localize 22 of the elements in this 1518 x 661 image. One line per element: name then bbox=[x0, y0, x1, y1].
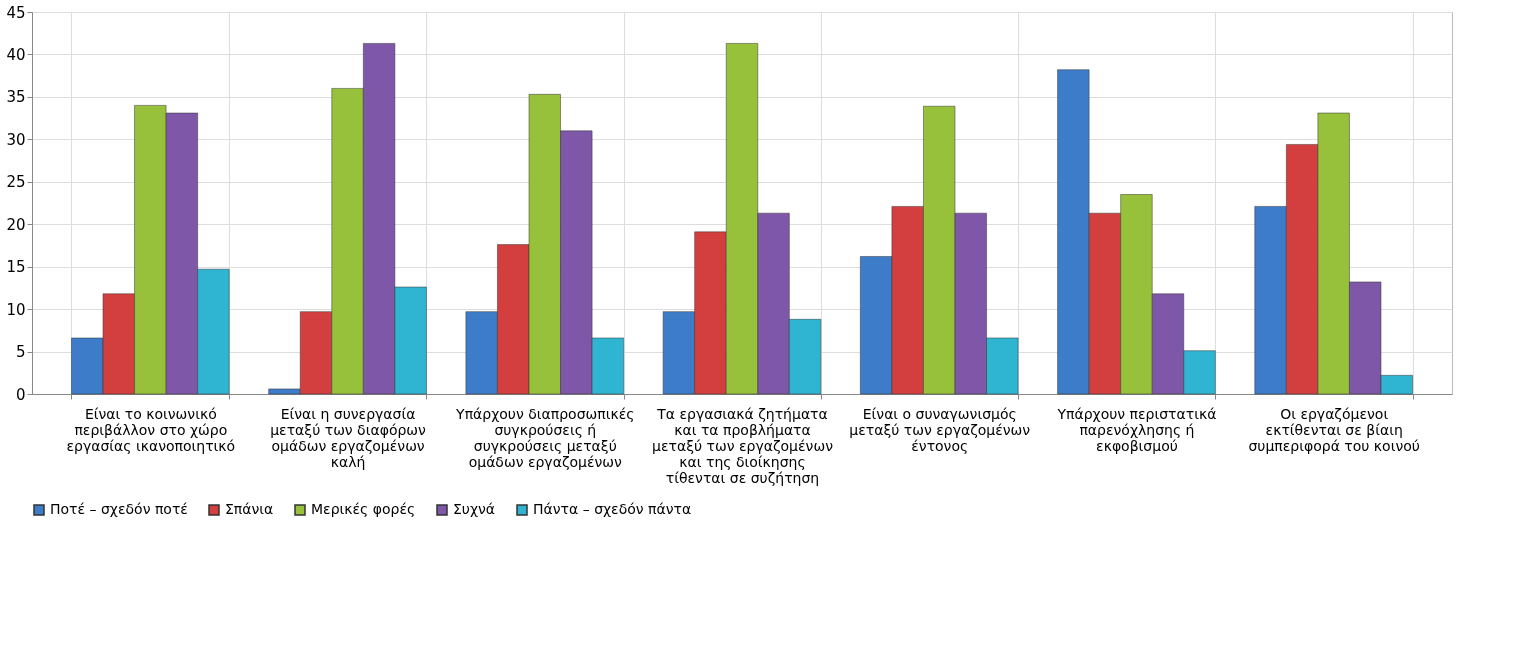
y-tick-label: 0 bbox=[15, 385, 26, 404]
y-tick-label: 30 bbox=[6, 130, 26, 149]
legend-label: Συχνά bbox=[453, 501, 496, 517]
x-tick-label: Είναι το κοινωνικό περιβάλλον στο χώρο εργασίας ικανοποιητικό bbox=[66, 405, 236, 454]
y-tick-label: 20 bbox=[6, 215, 26, 234]
x-tick-label: Οι εργαζόμενοι εκτίθενται σε βίαιη συμπεριφορά του κοινού bbox=[1248, 405, 1420, 454]
legend-label: Πάντα – σχεδόν πάντα bbox=[533, 501, 692, 517]
y-tick-label: 25 bbox=[6, 173, 26, 192]
legend-label: Μερικές φορές bbox=[311, 501, 416, 517]
x-tick-label: Είναι η συνεργασία μεταξύ των διαφόρων ομάδων εργαζομένων καλή bbox=[270, 405, 427, 470]
x-tick-label: Είναι ο συναγωνισμός μεταξύ των εργαζομένων έντονος bbox=[849, 405, 1031, 454]
y-tick-label: 45 bbox=[6, 3, 26, 22]
y-tick-label: 10 bbox=[6, 300, 26, 319]
legend-label: Ποτέ – σχεδόν ποτέ bbox=[50, 501, 188, 517]
x-tick-label: Υπάρχουν διαπροσωπικές συγκρούσεις ή συγκρούσεις μεταξύ ομάδων εργαζομένων bbox=[455, 405, 635, 470]
y-tick-label: 15 bbox=[6, 258, 26, 277]
x-tick-label: Υπάρχουν περιστατικά παρενόχλησης ή εκφοβισμού bbox=[1056, 405, 1217, 454]
y-tick-label: 5 bbox=[15, 343, 26, 362]
legend-label: Σπάνια bbox=[225, 501, 274, 517]
y-tick-label: 40 bbox=[6, 45, 26, 64]
y-tick-label: 35 bbox=[6, 88, 26, 107]
x-tick-label: Τα εργασιακά ζητήματα και τα προβλήματα μεταξύ των εργαζομένων και της διοίκησης τίθενται σε συζήτηση bbox=[652, 405, 834, 486]
